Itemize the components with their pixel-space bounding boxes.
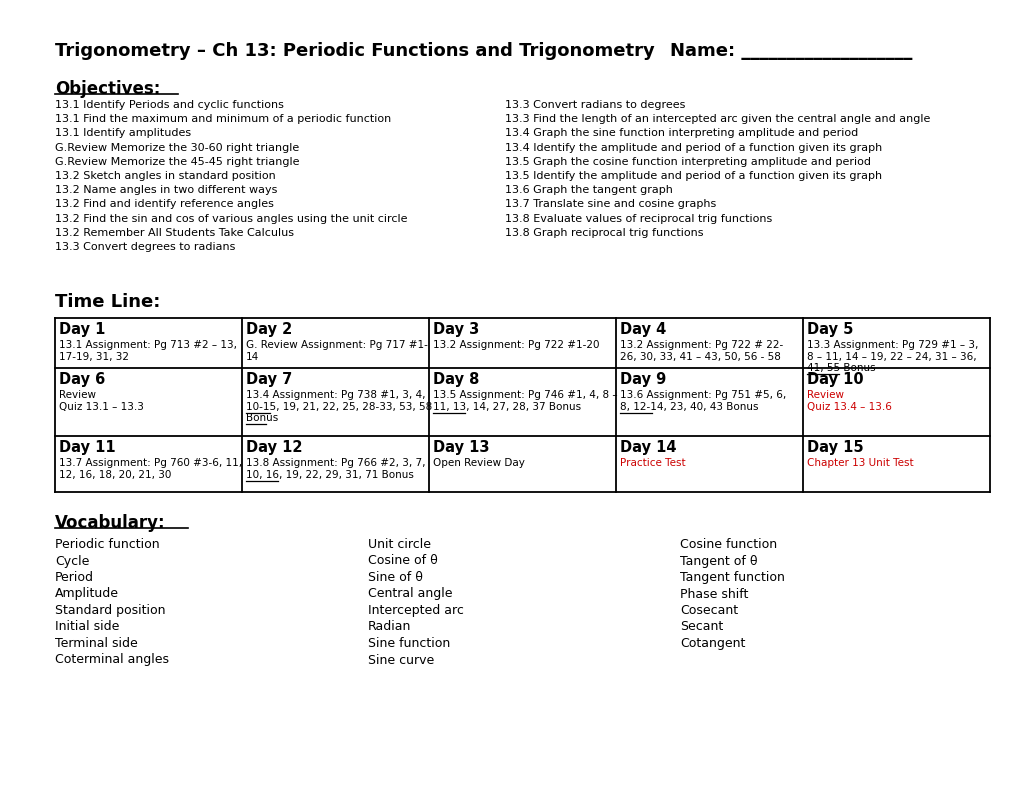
Text: Name: ___________________: Name: ___________________ (669, 42, 911, 60)
Text: Time Line:: Time Line: (55, 293, 160, 311)
Text: 14: 14 (246, 351, 259, 362)
Text: 13.1 Assignment: Pg 713 #2 – 13,: 13.1 Assignment: Pg 713 #2 – 13, (59, 340, 236, 350)
Text: Open Review Day: Open Review Day (433, 458, 525, 468)
Text: Day 10: Day 10 (806, 372, 863, 387)
Text: Cotangent: Cotangent (680, 637, 745, 650)
Text: Trigonometry – Ch 13: Periodic Functions and Trigonometry: Trigonometry – Ch 13: Periodic Functions… (55, 42, 654, 60)
Text: Terminal side: Terminal side (55, 637, 138, 650)
Text: G.Review Memorize the 30-60 right triangle: G.Review Memorize the 30-60 right triang… (55, 143, 299, 153)
Text: 41, 55 Bonus: 41, 55 Bonus (806, 363, 874, 373)
Text: Cosecant: Cosecant (680, 604, 738, 617)
Text: 13.2 Remember All Students Take Calculus: 13.2 Remember All Students Take Calculus (55, 228, 293, 238)
Text: 8 – 11, 14 – 19, 22 – 24, 31 – 36,: 8 – 11, 14 – 19, 22 – 24, 31 – 36, (806, 351, 975, 362)
Text: 13.3 Convert degrees to radians: 13.3 Convert degrees to radians (55, 242, 235, 252)
Text: 13.5 Identify the amplitude and period of a function given its graph: 13.5 Identify the amplitude and period o… (504, 171, 881, 181)
Text: Day 7: Day 7 (246, 372, 292, 387)
Text: 26, 30, 33, 41 – 43, 50, 56 - 58: 26, 30, 33, 41 – 43, 50, 56 - 58 (620, 351, 781, 362)
Text: Quiz 13.1 – 13.3: Quiz 13.1 – 13.3 (59, 402, 144, 411)
Text: Day 12: Day 12 (246, 440, 303, 455)
Text: Radian: Radian (368, 620, 411, 634)
Text: Day 11: Day 11 (59, 440, 115, 455)
Text: 17-19, 31, 32: 17-19, 31, 32 (59, 351, 128, 362)
Text: Objectives:: Objectives: (55, 80, 160, 98)
Text: Periodic function: Periodic function (55, 538, 159, 551)
Text: 10-15, 19, 21, 22, 25, 28-33, 53, 58: 10-15, 19, 21, 22, 25, 28-33, 53, 58 (246, 402, 432, 411)
Text: Day 2: Day 2 (246, 322, 292, 337)
Text: Vocabulary:: Vocabulary: (55, 514, 165, 532)
Text: Cosine of θ: Cosine of θ (368, 555, 437, 567)
Text: 13.8 Evaluate values of reciprocal trig functions: 13.8 Evaluate values of reciprocal trig … (504, 214, 771, 224)
Text: Day 9: Day 9 (620, 372, 665, 387)
Text: 13.1 Find the maximum and minimum of a periodic function: 13.1 Find the maximum and minimum of a p… (55, 114, 391, 125)
Text: Initial side: Initial side (55, 620, 119, 634)
Text: Sine curve: Sine curve (368, 653, 434, 667)
Text: 13.8 Assignment: Pg 766 #2, 3, 7,: 13.8 Assignment: Pg 766 #2, 3, 7, (246, 458, 425, 468)
Text: 13.3 Convert radians to degrees: 13.3 Convert radians to degrees (504, 100, 685, 110)
Text: Period: Period (55, 571, 94, 584)
Text: Day 14: Day 14 (620, 440, 676, 455)
Text: 13.2 Assignment: Pg 722 #1-20: 13.2 Assignment: Pg 722 #1-20 (433, 340, 599, 350)
Text: Standard position: Standard position (55, 604, 165, 617)
Text: Sine function: Sine function (368, 637, 449, 650)
Text: Intercepted arc: Intercepted arc (368, 604, 464, 617)
Text: 13.4 Identify the amplitude and period of a function given its graph: 13.4 Identify the amplitude and period o… (504, 143, 881, 153)
Text: 10, 16, 19, 22, 29, 31, 71 Bonus: 10, 16, 19, 22, 29, 31, 71 Bonus (246, 470, 414, 480)
Text: Day 6: Day 6 (59, 372, 105, 387)
Text: 13.2 Find and identify reference angles: 13.2 Find and identify reference angles (55, 199, 274, 210)
Text: Day 8: Day 8 (433, 372, 479, 387)
Text: G.Review Memorize the 45-45 right triangle: G.Review Memorize the 45-45 right triang… (55, 157, 300, 167)
Text: Amplitude: Amplitude (55, 588, 119, 600)
Text: Day 4: Day 4 (620, 322, 665, 337)
Text: Secant: Secant (680, 620, 722, 634)
Text: 13.2 Name angles in two different ways: 13.2 Name angles in two different ways (55, 185, 277, 195)
Text: 13.1 Identify Periods and cyclic functions: 13.1 Identify Periods and cyclic functio… (55, 100, 283, 110)
Text: Sine of θ: Sine of θ (368, 571, 423, 584)
Text: 13.3 Find the length of an intercepted arc given the central angle and angle: 13.3 Find the length of an intercepted a… (504, 114, 929, 125)
Text: 13.3 Assignment: Pg 729 #1 – 3,: 13.3 Assignment: Pg 729 #1 – 3, (806, 340, 977, 350)
Text: 13.7 Assignment: Pg 760 #3-6, 11,: 13.7 Assignment: Pg 760 #3-6, 11, (59, 458, 242, 468)
Text: Tangent function: Tangent function (680, 571, 784, 584)
Text: 8, 12-14, 23, 40, 43 Bonus: 8, 12-14, 23, 40, 43 Bonus (620, 402, 758, 411)
Text: 12, 16, 18, 20, 21, 30: 12, 16, 18, 20, 21, 30 (59, 470, 171, 480)
Text: G. Review Assignment: Pg 717 #1-: G. Review Assignment: Pg 717 #1- (246, 340, 427, 350)
Text: Day 3: Day 3 (433, 322, 479, 337)
Text: 13.4 Assignment: Pg 738 #1, 3, 4,: 13.4 Assignment: Pg 738 #1, 3, 4, (246, 390, 425, 400)
Text: Quiz 13.4 – 13.6: Quiz 13.4 – 13.6 (806, 402, 891, 411)
Text: Cosine function: Cosine function (680, 538, 776, 551)
Text: 13.8 Graph reciprocal trig functions: 13.8 Graph reciprocal trig functions (504, 228, 703, 238)
Text: Tangent of θ: Tangent of θ (680, 555, 757, 567)
Text: 13.2 Find the sin and cos of various angles using the unit circle: 13.2 Find the sin and cos of various ang… (55, 214, 408, 224)
Text: 13.5 Graph the cosine function interpreting amplitude and period: 13.5 Graph the cosine function interpret… (504, 157, 870, 167)
Text: Day 5: Day 5 (806, 322, 853, 337)
Text: Day 15: Day 15 (806, 440, 863, 455)
Text: 13.5 Assignment: Pg 746 #1, 4, 8 –: 13.5 Assignment: Pg 746 #1, 4, 8 – (433, 390, 618, 400)
Text: 11, 13, 14, 27, 28, 37 Bonus: 11, 13, 14, 27, 28, 37 Bonus (433, 402, 581, 411)
Text: Review: Review (59, 390, 96, 400)
Text: Day 1: Day 1 (59, 322, 105, 337)
Text: Chapter 13 Unit Test: Chapter 13 Unit Test (806, 458, 913, 468)
Text: 13.6 Assignment: Pg 751 #5, 6,: 13.6 Assignment: Pg 751 #5, 6, (620, 390, 786, 400)
Text: 13.2 Sketch angles in standard position: 13.2 Sketch angles in standard position (55, 171, 275, 181)
Text: Day 13: Day 13 (433, 440, 489, 455)
Text: Phase shift: Phase shift (680, 588, 748, 600)
Text: Practice Test: Practice Test (620, 458, 685, 468)
Text: 13.6 Graph the tangent graph: 13.6 Graph the tangent graph (504, 185, 673, 195)
Text: 13.1 Identify amplitudes: 13.1 Identify amplitudes (55, 128, 191, 139)
Text: Cycle: Cycle (55, 555, 90, 567)
Text: Review: Review (806, 390, 843, 400)
Text: Coterminal angles: Coterminal angles (55, 653, 169, 667)
Text: Unit circle: Unit circle (368, 538, 431, 551)
Text: Bonus: Bonus (246, 413, 278, 423)
Text: 13.4 Graph the sine function interpreting amplitude and period: 13.4 Graph the sine function interpretin… (504, 128, 857, 139)
Text: 13.7 Translate sine and cosine graphs: 13.7 Translate sine and cosine graphs (504, 199, 715, 210)
Text: 13.2 Assignment: Pg 722 # 22-: 13.2 Assignment: Pg 722 # 22- (620, 340, 783, 350)
Text: Central angle: Central angle (368, 588, 452, 600)
